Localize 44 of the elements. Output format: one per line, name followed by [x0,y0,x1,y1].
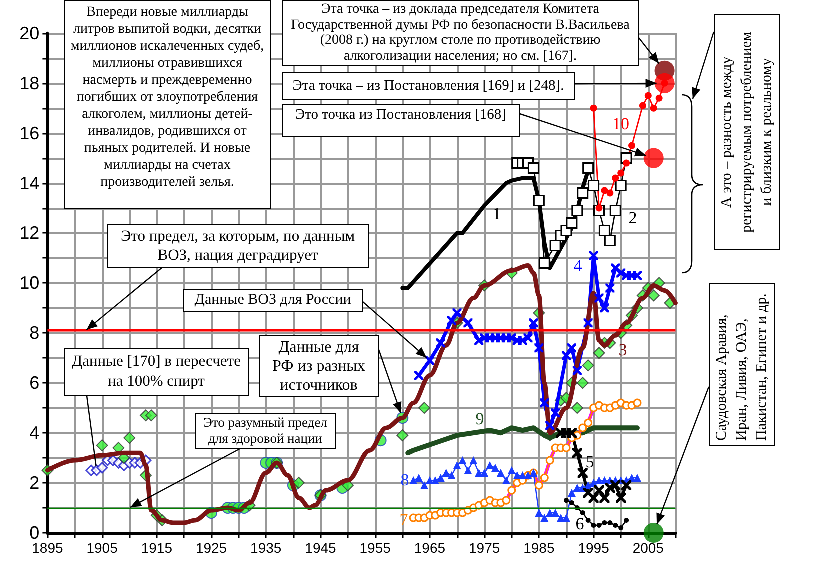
y-tick-label: 12 [20,223,40,244]
annotation: Это предел, за которым, по данным ВОЗ, нация деградирует [107,224,369,268]
series-label: 4 [574,256,582,276]
annotation: Данные [170] в пересчете на 100% спирт [64,348,249,396]
text: Впереди новые миллиарды литров выпитой водки, десятки миллионов искалеченных судеб, миллионы отравившихся насмерть и преждевременно погибших от злоупотребления алкоголем, миллионы детей-инвалидов, родившихся от пьяных родителей. И новые миллиарды на счетах производителей зелья. [70,5,264,190]
y-tick-label: 14 [20,173,40,194]
series-label: 3 [618,340,628,360]
x-tick-label: 1995 [578,540,610,556]
y-tick-label: 10 [20,273,40,294]
x-tick-label: 2005 [632,540,664,556]
x-tick-label: 1945 [305,540,337,556]
x-tick-label: 1935 [250,540,282,556]
x-tick-label: 1925 [196,540,228,556]
series-label: 2 [628,208,638,228]
annotation: Это разумный предел для здоровой нации [195,413,336,449]
annotation: Данные для РФ из разных источников [259,335,379,397]
x-tick-label: 1955 [360,540,392,556]
annotation: Это точка из Постановления [168] [282,104,520,137]
annotation: Эта точка – из доклада председателя Комитета Государственной думы РФ по безопасности В.Васильева (2008 г.) на круглом столе по противодействию алкоголизации населения; но см. [167]. [282,0,639,66]
series-label: 1 [492,204,502,224]
y-tick-label: 4 [30,423,40,444]
series-label: 8 [400,470,410,490]
x-tick-label: 1905 [86,540,118,556]
y-tick-label: 16 [20,123,40,144]
x-tick-label: 1915 [141,540,173,556]
y-tick-label: 0 [30,523,40,543]
annotation: Данные ВОЗ для России [183,289,363,312]
series-label: 9 [476,410,484,428]
x-tick-label: 1975 [468,540,500,556]
series-label: 10 [612,114,630,134]
text: А это – разность между регистрируемым потреблением и близким к реальному [714,14,780,250]
y-tick-label: 20 [20,23,40,44]
series-label: 5 [586,452,594,472]
y-tick-label: 8 [30,323,40,344]
x-tick-label: 1965 [414,540,446,556]
y-tick-label: 18 [20,73,40,94]
annotation: Эта точка – из Постановления [169] и [248]. [282,72,575,100]
series-label: 6 [576,514,584,534]
annotation: Саудовская Аравия, Иран, Ливия, ОАЭ, Пакистан, Египет и др. [709,283,775,446]
y-tick-label: 6 [30,373,40,394]
x-tick-label: 1985 [524,540,555,556]
y-tick-label: 2 [30,473,40,494]
series-label: 7 [400,510,408,530]
x-tick-label: 1895 [32,540,64,556]
